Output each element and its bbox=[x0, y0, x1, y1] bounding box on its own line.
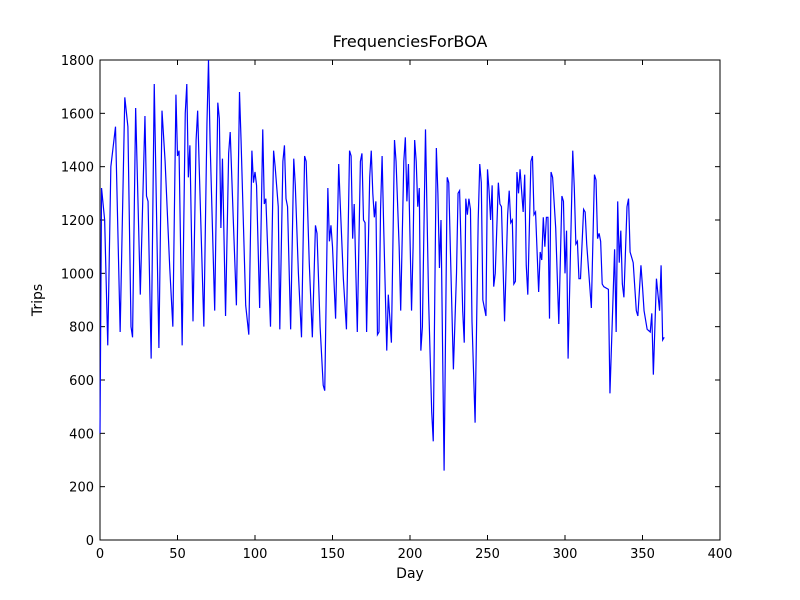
x-axis-label: Day bbox=[396, 566, 424, 582]
y-tick-label: 1400 bbox=[61, 161, 94, 176]
y-tick-label: 600 bbox=[69, 374, 94, 389]
x-tick-label: 250 bbox=[475, 547, 500, 562]
x-tick-label: 400 bbox=[708, 547, 733, 562]
x-tick-label: 50 bbox=[169, 547, 186, 562]
x-tick-label: 0 bbox=[96, 547, 104, 562]
y-tick-label: 1200 bbox=[61, 214, 94, 229]
x-tick-label: 150 bbox=[320, 547, 345, 562]
y-tick-label: 1600 bbox=[61, 107, 94, 122]
x-tick-label: 100 bbox=[243, 547, 268, 562]
y-tick-label: 400 bbox=[69, 427, 94, 442]
y-tick-label: 1800 bbox=[61, 54, 94, 69]
y-tick-label: 1000 bbox=[61, 267, 94, 282]
y-tick-label: 0 bbox=[86, 534, 94, 549]
data-line bbox=[99, 59, 665, 471]
x-tick-label: 300 bbox=[553, 547, 578, 562]
y-tick-label: 200 bbox=[69, 481, 94, 496]
y-tick-label: 800 bbox=[69, 321, 94, 336]
x-tick-label: 350 bbox=[630, 547, 655, 562]
y-axis-label: Trips bbox=[30, 284, 46, 317]
x-tick-label: 200 bbox=[398, 547, 423, 562]
chart-title: FrequenciesForBOA bbox=[333, 32, 488, 51]
